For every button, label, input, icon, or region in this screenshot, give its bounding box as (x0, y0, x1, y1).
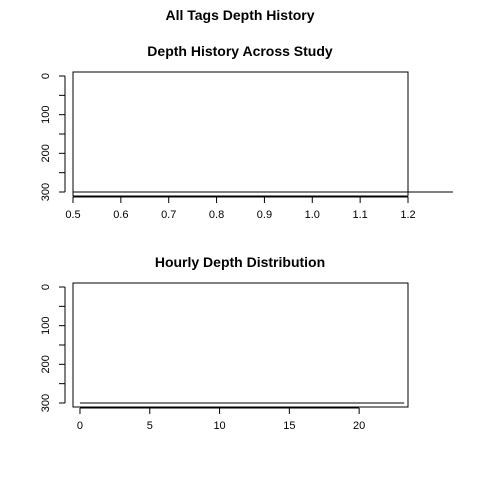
hourly-depth-title: Hourly Depth Distribution (155, 254, 325, 270)
depth-history-x-tick-label: 1.1 (352, 209, 367, 221)
hourly-depth-y-tick-label: 200 (40, 355, 52, 373)
depth-history-y-tick-label: 200 (40, 144, 52, 162)
depth-history-title: Depth History Across Study (147, 43, 333, 59)
depth-history-x-tick-label: 0.8 (209, 209, 224, 221)
depth-history-x-tick-label: 0.6 (113, 209, 128, 221)
hourly-depth-x-tick-label: 5 (147, 420, 153, 432)
depth-history-plot-frame (72, 71, 409, 197)
hourly-depth-x-tick-label: 10 (213, 420, 225, 432)
depth-history-panel: Depth History Across Study 0.5 0.6 0.7 0.8 0… (40, 43, 453, 221)
hourly-depth-y-tick-label: 100 (40, 316, 52, 334)
depth-history-x-tick-label: 0.7 (161, 209, 176, 221)
depth-history-y-tick-label: 0 (40, 73, 52, 79)
depth-history-y-tick-label: 100 (40, 105, 52, 123)
hourly-depth-y-tick-label: 0 (40, 284, 52, 290)
hourly-depth-plot-frame (72, 282, 409, 408)
depth-history-x-tick-label: 0.5 (65, 209, 80, 221)
hourly-depth-panel: Hourly Depth Distribution 0 5 10 15 20010020… (40, 254, 409, 432)
depth-history-x-tick-label: 1.2 (400, 209, 415, 221)
depth-history-x-tick-label: 0.9 (257, 209, 272, 221)
hourly-depth-x-tick-label: 0 (77, 420, 83, 432)
hourly-depth-x-tick-label: 15 (283, 420, 295, 432)
depth-history-y-tick-label: 300 (40, 183, 52, 201)
hourly-depth-x-tick-label: 20 (353, 420, 365, 432)
depth-history-x-tick-label: 1.0 (305, 209, 320, 221)
hourly-depth-y-tick-label: 300 (40, 394, 52, 412)
figure-title: All Tags Depth History (165, 7, 314, 23)
